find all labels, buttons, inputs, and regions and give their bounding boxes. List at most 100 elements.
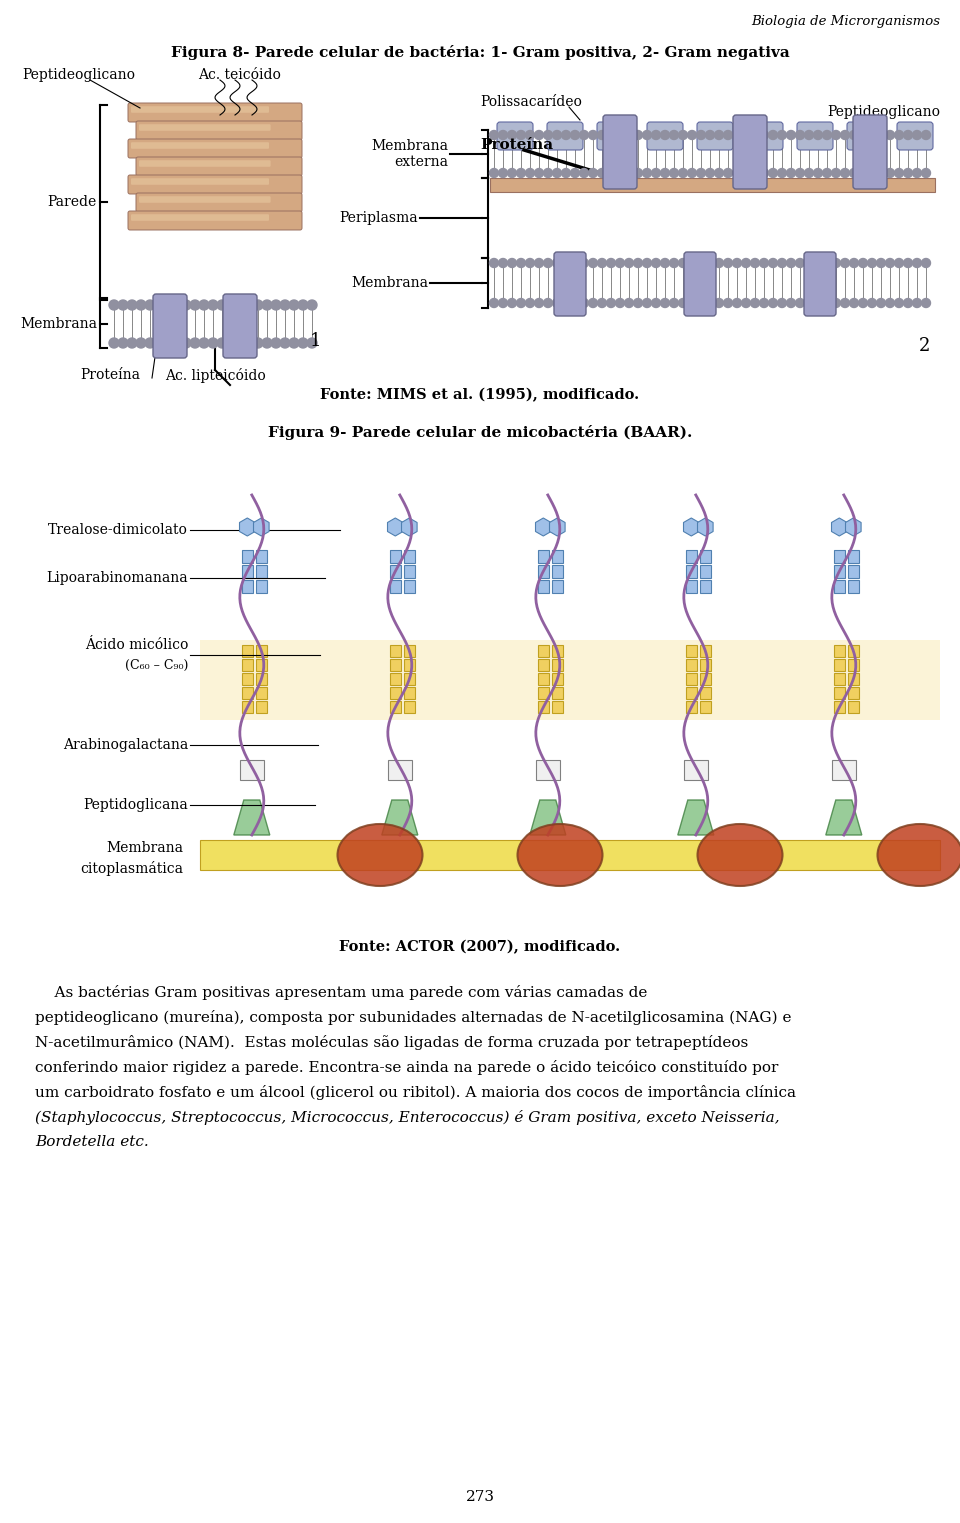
Circle shape	[769, 169, 778, 178]
Circle shape	[588, 169, 597, 178]
Circle shape	[244, 338, 254, 347]
Circle shape	[913, 169, 922, 178]
Circle shape	[642, 299, 652, 308]
Circle shape	[687, 299, 697, 308]
Circle shape	[813, 131, 823, 140]
Circle shape	[759, 259, 769, 268]
Circle shape	[697, 299, 706, 308]
Bar	[552, 659, 563, 672]
Circle shape	[868, 169, 876, 178]
Text: Arabinogalactana: Arabinogalactana	[62, 739, 188, 752]
Circle shape	[307, 300, 317, 311]
Ellipse shape	[338, 824, 422, 886]
Circle shape	[679, 259, 687, 268]
Text: Ac. teicóido: Ac. teicóido	[198, 69, 281, 82]
Circle shape	[607, 131, 615, 140]
Polygon shape	[401, 518, 417, 536]
Circle shape	[831, 299, 841, 308]
Text: Fonte: ACTOR (2007), modificado.: Fonte: ACTOR (2007), modificado.	[340, 940, 620, 955]
Circle shape	[885, 259, 895, 268]
Bar	[538, 580, 549, 592]
Circle shape	[868, 131, 876, 140]
Circle shape	[535, 169, 543, 178]
Text: Peptidoglicana: Peptidoglicana	[84, 798, 188, 812]
Circle shape	[831, 259, 841, 268]
FancyBboxPatch shape	[847, 122, 883, 149]
Circle shape	[615, 131, 625, 140]
Bar	[685, 565, 697, 579]
Text: (Staphylococcus, Streptococcus, Micrococcus, Enterococcus) é Gram positiva, exce: (Staphylococcus, Streptococcus, Micrococ…	[35, 1110, 780, 1125]
Bar	[685, 687, 697, 699]
Circle shape	[208, 338, 218, 347]
FancyBboxPatch shape	[128, 104, 302, 122]
Bar	[404, 687, 415, 699]
Bar	[390, 646, 401, 656]
Circle shape	[490, 299, 498, 308]
Circle shape	[732, 299, 741, 308]
Bar	[255, 687, 267, 699]
Bar	[700, 565, 710, 579]
Circle shape	[769, 299, 778, 308]
Circle shape	[525, 169, 535, 178]
Ellipse shape	[698, 824, 782, 886]
Circle shape	[307, 338, 317, 347]
Bar	[848, 673, 859, 685]
Circle shape	[625, 259, 634, 268]
FancyBboxPatch shape	[597, 122, 633, 149]
Circle shape	[724, 259, 732, 268]
Circle shape	[280, 300, 290, 311]
Circle shape	[850, 259, 858, 268]
Circle shape	[706, 131, 714, 140]
Text: 2: 2	[919, 337, 930, 355]
Circle shape	[127, 338, 137, 347]
Bar	[255, 580, 267, 592]
Text: Proteína: Proteína	[80, 369, 140, 382]
Circle shape	[660, 259, 669, 268]
Bar	[848, 701, 859, 713]
Bar	[552, 701, 563, 713]
Bar	[242, 550, 252, 564]
Bar	[552, 565, 563, 579]
Circle shape	[885, 299, 895, 308]
Circle shape	[759, 131, 769, 140]
Circle shape	[516, 169, 525, 178]
Circle shape	[724, 131, 732, 140]
Circle shape	[289, 338, 299, 347]
Circle shape	[850, 299, 858, 308]
Circle shape	[580, 299, 588, 308]
Text: Trealose-dimicolato: Trealose-dimicolato	[48, 522, 188, 538]
Bar	[538, 646, 549, 656]
Circle shape	[562, 169, 570, 178]
Circle shape	[687, 169, 697, 178]
Bar	[834, 580, 845, 592]
Bar	[848, 565, 859, 579]
Bar	[240, 760, 264, 780]
Circle shape	[525, 299, 535, 308]
FancyBboxPatch shape	[131, 142, 269, 149]
Circle shape	[535, 259, 543, 268]
Bar	[538, 550, 549, 564]
Circle shape	[625, 299, 634, 308]
Polygon shape	[253, 518, 269, 536]
Circle shape	[652, 169, 660, 178]
FancyBboxPatch shape	[603, 116, 637, 189]
Circle shape	[516, 131, 525, 140]
FancyBboxPatch shape	[128, 175, 302, 193]
Circle shape	[562, 259, 570, 268]
Circle shape	[697, 259, 706, 268]
Bar	[242, 565, 252, 579]
Circle shape	[118, 300, 128, 311]
Polygon shape	[698, 518, 713, 536]
Circle shape	[669, 169, 679, 178]
Circle shape	[697, 131, 706, 140]
Circle shape	[922, 259, 930, 268]
Circle shape	[181, 338, 191, 347]
Circle shape	[181, 300, 191, 311]
Circle shape	[714, 299, 724, 308]
Circle shape	[553, 299, 562, 308]
Bar	[390, 550, 401, 564]
Circle shape	[172, 338, 182, 347]
Bar	[700, 659, 710, 672]
Circle shape	[841, 299, 850, 308]
Circle shape	[796, 131, 804, 140]
